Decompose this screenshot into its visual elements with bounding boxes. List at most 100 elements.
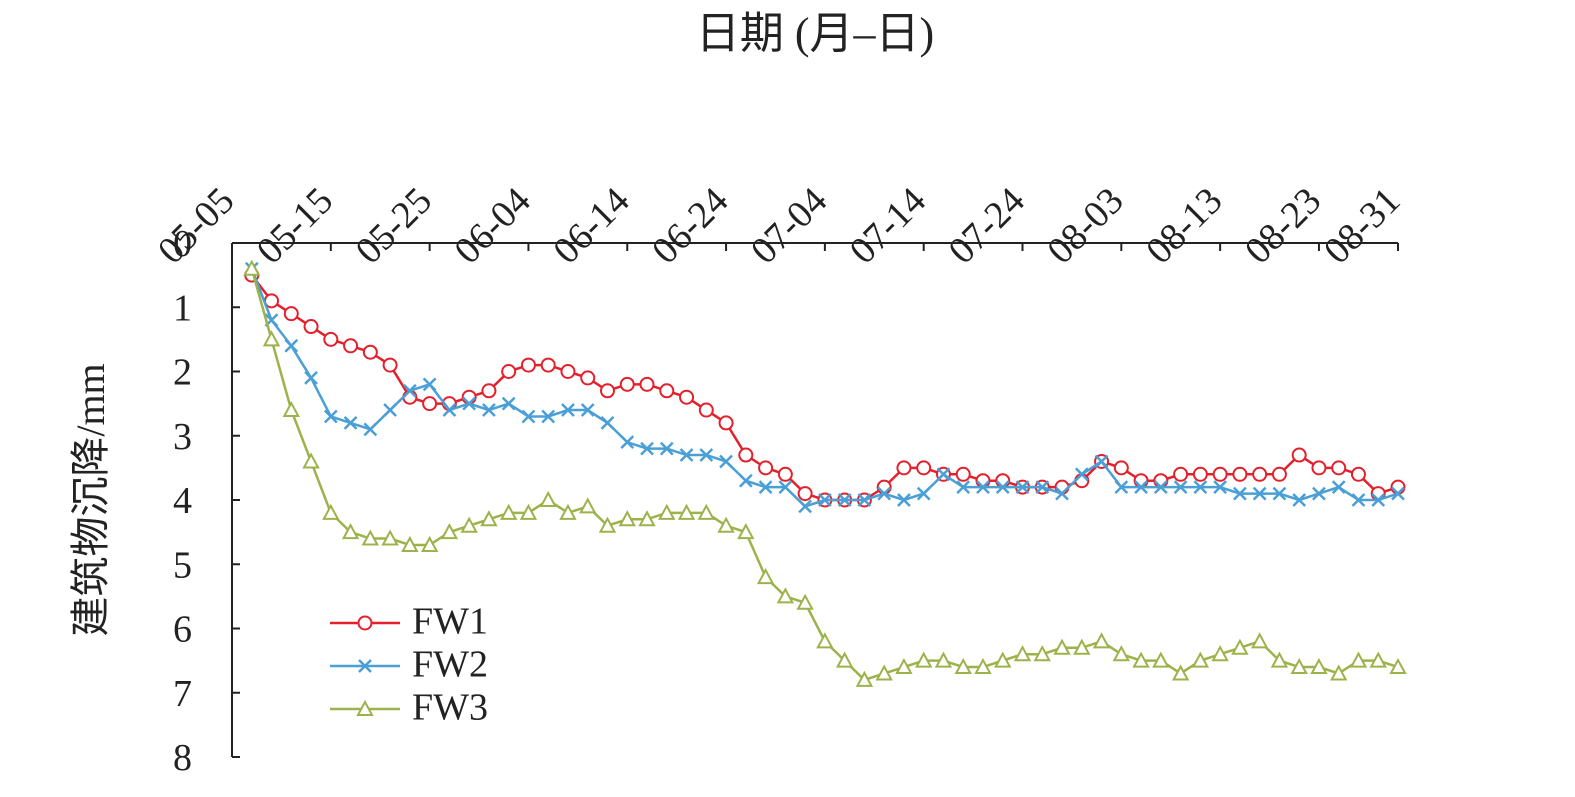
data-point <box>480 510 498 527</box>
x-tick-label: 08-31 <box>1316 180 1408 272</box>
data-point <box>460 516 478 533</box>
data-point <box>640 441 654 456</box>
data-point <box>1113 460 1129 476</box>
data-point <box>1191 651 1210 668</box>
data-point <box>362 344 378 360</box>
data-point <box>243 259 261 276</box>
data-point <box>956 480 971 495</box>
legend-label: FW1 <box>412 601 488 643</box>
data-point <box>402 389 418 405</box>
data-point <box>1311 460 1327 476</box>
data-point <box>1152 651 1170 668</box>
data-point <box>401 535 419 552</box>
data-point <box>1270 651 1289 668</box>
data-point <box>1371 493 1386 507</box>
x-tick-label: 06-04 <box>446 180 538 272</box>
data-point <box>995 473 1011 489</box>
data-point <box>1153 473 1169 489</box>
data-point <box>600 416 615 430</box>
data-point <box>1290 657 1308 675</box>
data-point <box>1134 480 1148 495</box>
data-point <box>521 409 536 424</box>
legend-label: FW2 <box>412 644 488 686</box>
data-point <box>343 338 359 354</box>
data-point <box>539 490 557 507</box>
x-axis-title: 日期 (月–日) <box>696 9 934 58</box>
data-point <box>282 400 300 418</box>
data-point <box>857 493 872 507</box>
data-point <box>719 454 733 469</box>
x-tick-label: 06-24 <box>644 180 736 272</box>
data-point <box>1153 480 1168 495</box>
x-tick-label: 08-13 <box>1138 180 1230 272</box>
data-point <box>1390 479 1406 495</box>
data-point <box>1053 638 1071 655</box>
data-point <box>1331 480 1346 495</box>
data-point <box>699 448 714 462</box>
data-point <box>540 357 556 373</box>
x-tick-label: 05-15 <box>249 180 341 272</box>
data-point <box>1252 466 1268 482</box>
data-point <box>1171 664 1190 681</box>
data-point <box>896 460 912 476</box>
data-point <box>560 364 576 379</box>
data-point <box>402 383 417 398</box>
y-tick-label: 5 <box>173 544 192 586</box>
data-point <box>1331 460 1347 476</box>
data-point <box>1112 645 1130 662</box>
data-point <box>934 651 953 668</box>
data-point <box>1212 466 1228 482</box>
data-point <box>797 486 813 502</box>
data-point <box>1232 466 1248 482</box>
x-tick-label: 06-14 <box>545 180 637 272</box>
data-point <box>618 510 636 527</box>
data-point <box>1310 657 1328 675</box>
data-point <box>283 306 299 322</box>
data-point <box>955 466 971 482</box>
data-point <box>1349 651 1368 668</box>
data-point <box>777 466 793 482</box>
data-point <box>1250 632 1269 649</box>
data-point <box>936 467 951 482</box>
data-point <box>520 357 536 373</box>
data-point <box>323 331 339 347</box>
data-point <box>302 452 320 469</box>
data-point <box>995 480 1010 495</box>
data-point <box>1055 486 1069 501</box>
data-point <box>758 460 774 476</box>
y-tick-label: 0 <box>173 223 192 265</box>
data-point <box>1291 447 1307 463</box>
data-point <box>1369 651 1387 668</box>
data-point <box>796 593 814 610</box>
data-point <box>262 330 281 347</box>
data-point <box>461 389 477 405</box>
data-point <box>1211 645 1229 662</box>
data-point <box>500 503 518 520</box>
data-point <box>679 389 695 405</box>
data-point <box>1033 645 1051 662</box>
x-tick-label: 08-23 <box>1237 180 1329 272</box>
data-point <box>954 657 972 675</box>
data-point <box>659 383 675 399</box>
data-point <box>322 503 340 520</box>
data-point <box>482 403 496 417</box>
y-tick-label: 4 <box>173 480 192 522</box>
data-point <box>1271 466 1287 482</box>
data-point <box>679 448 694 462</box>
x-tick-label: 08-03 <box>1039 180 1131 272</box>
data-point <box>895 657 913 675</box>
data-point <box>598 516 617 533</box>
data-point <box>1133 473 1149 489</box>
data-point <box>639 376 655 392</box>
data-point <box>976 480 990 495</box>
data-point <box>1213 480 1228 495</box>
data-point <box>756 567 775 585</box>
x-tick-label: 07-14 <box>842 180 934 272</box>
data-point <box>875 664 893 681</box>
data-point <box>323 409 338 424</box>
y-tick-label: 6 <box>173 609 192 651</box>
data-point <box>1073 638 1091 655</box>
data-point <box>422 377 437 392</box>
data-point <box>975 473 991 489</box>
